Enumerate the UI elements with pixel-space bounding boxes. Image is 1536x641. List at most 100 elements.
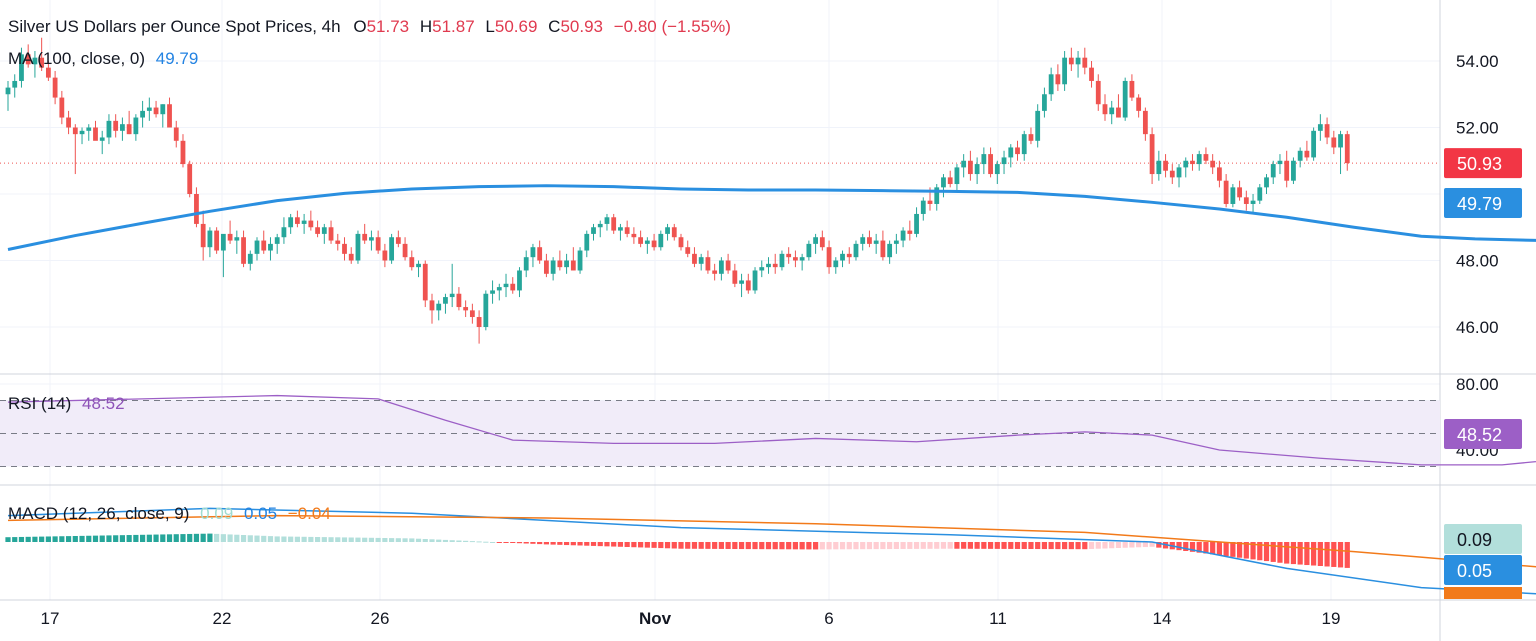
macd-hist-bar (173, 534, 179, 542)
macd-hist-bar (382, 538, 388, 542)
macd-hist-badge: 0.09 (1457, 530, 1492, 550)
close-label: C (548, 17, 561, 36)
ma-value-badge: 49.79 (1457, 194, 1502, 214)
macd-hist-bar (792, 542, 799, 550)
macd-hist-bar (611, 542, 617, 547)
x-tick-label: Nov (639, 609, 672, 628)
macd-hist-bar (1136, 542, 1142, 548)
macd-hist-bar (187, 533, 193, 542)
macd-hist-bar (860, 542, 866, 550)
macd-hist-bar (631, 542, 637, 548)
macd-hist-bar (638, 542, 644, 548)
macd-hist-bar (1041, 542, 1048, 550)
macd-hist-bar (119, 535, 126, 542)
candle-body (698, 257, 704, 264)
macd-hist-bar (1115, 542, 1122, 548)
macd-hist-bar (1156, 542, 1162, 548)
macd-hist-bar (496, 542, 502, 543)
macd-hist-bar (907, 542, 913, 549)
candle-body (893, 240, 899, 244)
candle-body (544, 260, 549, 274)
candle-body (920, 200, 926, 214)
candle-body (1048, 74, 1054, 95)
candle-body (819, 237, 825, 248)
candle-body (577, 250, 583, 271)
candle-body (806, 243, 812, 258)
macd-hist-bar (671, 542, 677, 549)
candle-body (927, 200, 933, 204)
macd-hist-bar (1236, 542, 1243, 558)
candle-body (335, 240, 341, 244)
macd-hist-bar (1001, 542, 1007, 549)
macd-hist-bar (1048, 542, 1054, 550)
macd-hist-bar (732, 542, 738, 550)
macd-hist-bar (281, 536, 287, 542)
macd-hist-bar (65, 536, 72, 542)
macd-hist-bar (1082, 542, 1088, 550)
macd-hist-bar (429, 539, 435, 542)
macd-hist-bar (72, 536, 78, 542)
candle-body (739, 280, 744, 284)
ma-line (7, 184, 1536, 251)
candle-body (422, 263, 428, 301)
x-tick-label: 6 (824, 609, 833, 628)
candle-body (1210, 160, 1216, 168)
candle-body (1277, 160, 1283, 165)
candle-body (268, 243, 273, 251)
price-tick-label: 48.00 (1456, 252, 1499, 271)
candle-body (564, 260, 569, 268)
candle-body (1008, 147, 1014, 158)
macd-hist-bar (1149, 542, 1155, 547)
candle-body (793, 257, 798, 261)
candle-body (705, 257, 711, 271)
macd-hist-bar (99, 535, 105, 542)
candle-body (873, 240, 879, 244)
macd-hist-bar (1008, 542, 1014, 549)
candle-body (1021, 134, 1027, 155)
macd-hist-bar (200, 533, 206, 542)
ma-legend-label: MA (100, close, 0) (8, 49, 146, 68)
macd-hist-bar (375, 537, 381, 542)
macd-hist-bar (712, 542, 718, 549)
macd-hist-bar (658, 542, 664, 549)
macd-hist-bar (954, 542, 960, 549)
candle-body (974, 164, 980, 175)
candle-body (786, 253, 792, 258)
candle-body (584, 233, 590, 251)
candle-body (1230, 187, 1236, 204)
macd-hist-bar (254, 535, 260, 542)
candle-body (988, 154, 993, 175)
macd-hist-bar (516, 542, 523, 544)
candle-body (618, 227, 623, 231)
macd-hist-bar (86, 535, 92, 542)
candle-body (1042, 94, 1047, 111)
candle-body (1149, 134, 1155, 175)
ma-value-badge-bg (1444, 187, 1522, 218)
candle-body (665, 227, 670, 234)
macd-hist-bar (597, 542, 603, 547)
candle-body (301, 220, 307, 224)
macd-hist-bar (1183, 542, 1189, 551)
macd-hist-bar (1290, 542, 1297, 565)
macd-hist-bar (873, 542, 879, 550)
candle-body (469, 310, 475, 318)
candle-body (624, 227, 630, 234)
candle-body (779, 253, 785, 268)
candle-body (1196, 154, 1202, 165)
candle-body (1257, 187, 1263, 201)
candle-body (1317, 124, 1323, 131)
candle-body (981, 154, 987, 165)
macd-hist-bar (503, 542, 509, 543)
macd-hist-bar (79, 535, 85, 542)
macd-hist-bar (1243, 542, 1249, 559)
macd-hist-bar (113, 535, 119, 542)
candle-body (133, 117, 139, 135)
candle-body (1089, 67, 1094, 81)
macd-hist-bar (39, 536, 45, 542)
macd-hist-bar (321, 537, 327, 542)
macd-hist-bar (301, 536, 307, 542)
macd-hist-bar (207, 533, 213, 542)
candle-body (1082, 57, 1088, 68)
macd-hist-bar (25, 536, 31, 542)
